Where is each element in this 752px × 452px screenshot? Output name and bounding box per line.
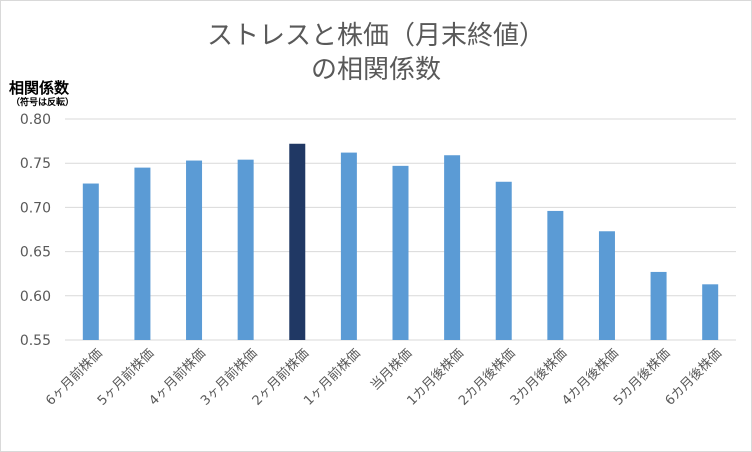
y-axis-label: 相関係数 <box>9 79 70 97</box>
bar <box>495 181 512 340</box>
y-tick-label: 0.70 <box>20 200 51 216</box>
y-tick-label: 0.75 <box>20 156 51 172</box>
bar <box>444 155 461 340</box>
bar <box>598 231 615 340</box>
bar <box>186 160 203 340</box>
y-axis-label-note: （符号は反転） <box>11 98 75 108</box>
y-tick-label: 0.55 <box>20 333 51 349</box>
bar <box>237 159 254 340</box>
y-tick-label: 0.80 <box>20 112 51 128</box>
bar <box>650 271 667 340</box>
chart-title: ストレスと株価（月末終値） の相関係数 <box>1 19 751 87</box>
bar <box>289 143 306 340</box>
chart-title-line1: ストレスと株価（月末終値） <box>206 21 545 51</box>
bar <box>702 284 719 340</box>
bar <box>392 165 409 340</box>
chart-title-line2: の相関係数 <box>310 55 441 85</box>
y-tick-label: 0.60 <box>20 289 51 305</box>
bar <box>134 167 151 340</box>
x-tick-label: 当月株価 <box>368 346 415 393</box>
bar <box>340 152 357 340</box>
bar <box>547 210 564 340</box>
y-tick-label: 0.65 <box>20 245 51 261</box>
bar <box>82 183 99 340</box>
